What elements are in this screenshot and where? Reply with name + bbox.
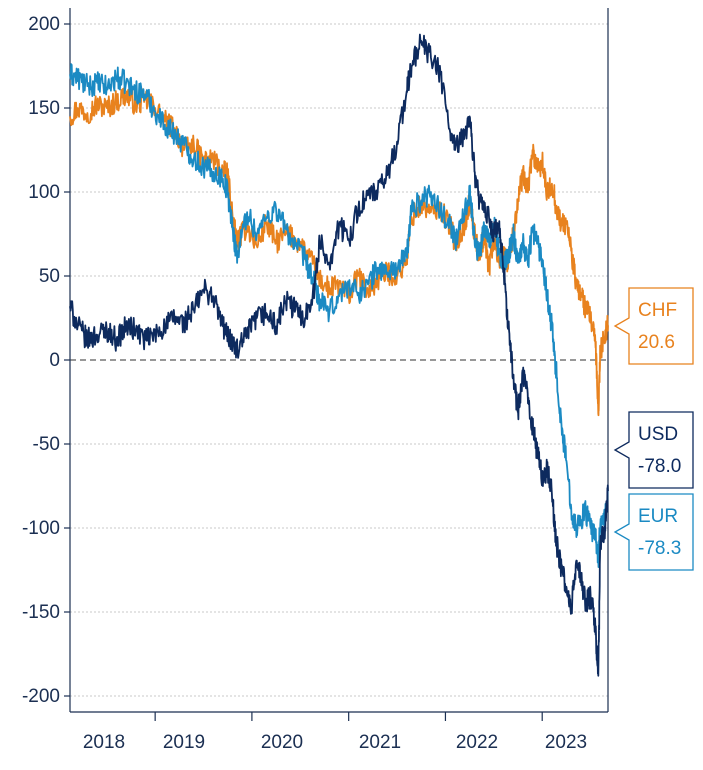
series-line-eur bbox=[69, 63, 609, 568]
y-tick-label: 150 bbox=[28, 98, 60, 119]
callout-box bbox=[613, 411, 694, 489]
y-tick-label: 0 bbox=[49, 350, 60, 371]
y-tick-label: 50 bbox=[39, 266, 60, 287]
callout-series-name: CHF bbox=[638, 300, 677, 321]
callout-chf: CHF 20.6 bbox=[613, 287, 694, 365]
y-tick-label: -150 bbox=[22, 602, 60, 623]
x-tick-label: 2019 bbox=[163, 732, 205, 753]
series-lines bbox=[69, 33, 609, 677]
y-tick-label: -50 bbox=[33, 434, 60, 455]
y-tick-label: -100 bbox=[22, 518, 60, 539]
x-tick-label: 2023 bbox=[545, 732, 587, 753]
x-tick-label: 2022 bbox=[456, 732, 498, 753]
series-line-usd bbox=[69, 33, 609, 677]
callout-usd: USD -78.0 bbox=[613, 411, 694, 489]
grid bbox=[70, 23, 608, 697]
callout-box bbox=[613, 493, 694, 571]
x-tick-label: 2020 bbox=[261, 732, 303, 753]
callout-series-name: EUR bbox=[638, 506, 678, 527]
callout-value: -78.0 bbox=[638, 456, 681, 477]
callout-box bbox=[613, 287, 694, 365]
axes: 200 150 100 50 0 -50 -100 -150 -200 2018 2019 2020 2… bbox=[22, 8, 609, 753]
x-tick-label: 2021 bbox=[359, 732, 401, 753]
callout-value: 20.6 bbox=[638, 332, 675, 353]
y-tick-label: 100 bbox=[28, 182, 60, 203]
callout-eur: EUR -78.3 bbox=[613, 493, 694, 571]
callout-series-name: USD bbox=[638, 424, 678, 445]
x-tick-label: 2018 bbox=[83, 732, 125, 753]
series-callouts: CHF 20.6 EUR -78.3 USD -78.0 bbox=[613, 287, 694, 571]
y-tick-label: 200 bbox=[28, 14, 60, 35]
y-tick-label: -200 bbox=[22, 686, 60, 707]
callout-value: -78.3 bbox=[638, 538, 681, 559]
